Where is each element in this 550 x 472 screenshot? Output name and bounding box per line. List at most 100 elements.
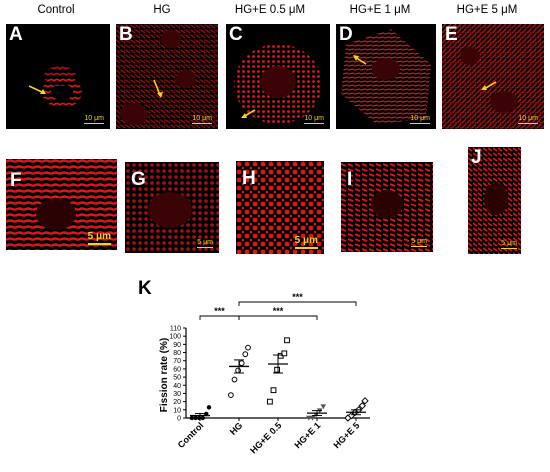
column-header-control: Control xyxy=(37,4,75,16)
mitochondria-image-d xyxy=(341,29,431,124)
scale-bar: 5 μm xyxy=(501,239,517,249)
micrograph-panel-b: B 10 μm xyxy=(116,24,218,129)
data-point xyxy=(200,415,205,421)
data-point xyxy=(361,397,369,405)
data-point xyxy=(309,415,316,421)
data-point xyxy=(284,337,290,344)
y-tick-label: 30 xyxy=(173,391,181,398)
scale-label: 5 μm xyxy=(197,238,213,246)
y-tick-label: 90 xyxy=(173,342,181,349)
panel-letter-a: A xyxy=(9,24,23,45)
data-point xyxy=(231,376,238,383)
x-tick-label: HG xyxy=(228,420,245,437)
significance-bracket xyxy=(238,315,318,320)
data-point xyxy=(193,415,198,421)
mitochondria-image-j xyxy=(468,147,521,254)
arrow-icon xyxy=(241,109,256,118)
data-point xyxy=(277,352,284,359)
y-tick-label: 70 xyxy=(173,358,181,365)
mitochondria-image-f xyxy=(6,159,117,250)
micrograph-panel-f: F 5 μm xyxy=(6,159,117,250)
data-point xyxy=(245,344,251,351)
arrow-icon xyxy=(481,81,497,90)
micrograph-panel-g: G 5 μm xyxy=(125,162,219,253)
micrograph-panel-i: I 5 μm xyxy=(341,162,433,252)
panel-letter-b: B xyxy=(119,24,133,45)
mitochondria-image-b xyxy=(116,24,218,129)
data-point xyxy=(313,412,319,418)
y-tick-label: 40 xyxy=(173,383,181,390)
scale-bar: 10 μm xyxy=(304,114,324,124)
panel-letter-g: G xyxy=(131,169,146,190)
micrograph-panel-a: A 10 μm xyxy=(6,24,110,129)
panel-letter-d: D xyxy=(339,24,353,45)
arrow-icon xyxy=(353,55,367,65)
y-tick-label: 50 xyxy=(173,375,181,382)
data-point xyxy=(196,415,202,421)
data-point xyxy=(351,408,359,416)
y-tick-label: 10 xyxy=(173,407,181,414)
x-tick-label: HG+E 1 xyxy=(293,420,323,450)
y-tick-label: 100 xyxy=(169,334,181,341)
scale-label: 10 μm xyxy=(410,114,430,122)
scale-bar: 10 μm xyxy=(410,114,430,124)
scale-label: 5 μm xyxy=(501,239,517,247)
mitochondria-image-e xyxy=(442,24,544,129)
significance-label: *** xyxy=(273,306,284,316)
scale-bar: 5 μm xyxy=(294,235,318,249)
scale-bar: 5 μm xyxy=(411,238,427,247)
data-point xyxy=(347,411,356,420)
column-header-hg-e-0-5: HG+E 0.5 μM xyxy=(234,4,306,16)
column-header-hg-e-5: HG+E 5 μM xyxy=(456,4,518,16)
mitochondria-image-a xyxy=(42,66,82,108)
y-tick-label: 60 xyxy=(173,366,181,373)
arrow-icon xyxy=(153,79,163,98)
significance-bracket xyxy=(238,301,357,306)
scale-label: 5 μm xyxy=(87,231,111,242)
data-point xyxy=(354,406,363,414)
y-tick-label: 80 xyxy=(173,350,181,357)
data-point xyxy=(204,411,209,417)
scale-label: 10 μm xyxy=(192,114,212,122)
significance-label: *** xyxy=(292,292,303,302)
y-tick-label: 0 xyxy=(177,416,181,423)
data-point xyxy=(274,366,281,373)
panel-letter-i: I xyxy=(347,169,353,190)
panel-letter-f: F xyxy=(10,170,22,191)
x-tick-label: HG+E 0.5 xyxy=(248,420,283,455)
data-point xyxy=(189,415,195,421)
micrograph-panel-j: J 5 μm xyxy=(468,147,521,254)
panel-letter-h: H xyxy=(242,168,256,189)
data-point xyxy=(206,405,212,410)
mitochondria-image-c xyxy=(234,44,322,124)
scale-bar: 10 μm xyxy=(518,114,538,124)
y-axis-label: Fission rate (%) xyxy=(159,338,170,412)
scale-label: 10 μm xyxy=(304,114,324,122)
scale-bar: 5 μm xyxy=(197,238,213,248)
mitochondria-image-h xyxy=(236,161,324,254)
y-tick-label: 110 xyxy=(170,326,181,333)
column-header-hg: HG xyxy=(153,4,171,16)
y-tick-label: 20 xyxy=(173,399,181,406)
scale-label: 10 μm xyxy=(518,114,538,122)
data-point xyxy=(358,402,367,410)
data-point xyxy=(267,398,273,405)
micrograph-panel-h: H 5 μm xyxy=(236,161,324,254)
mitochondria-image-i xyxy=(341,162,433,252)
data-point xyxy=(320,404,327,410)
data-point xyxy=(235,367,242,374)
micrograph-panel-c: C 10 μm xyxy=(226,24,330,129)
panel-letter-e: E xyxy=(445,24,458,45)
micrograph-panel-d: D 10 μm xyxy=(336,24,436,129)
significance-label: *** xyxy=(214,306,225,316)
data-point xyxy=(344,414,352,422)
scale-bar: 5 μm xyxy=(87,231,111,245)
panel-letter-j: J xyxy=(471,147,482,168)
scale-bar: 10 μm xyxy=(192,114,212,124)
data-point xyxy=(316,408,323,414)
scale-label: 10 μm xyxy=(84,114,104,122)
data-point xyxy=(238,360,245,367)
column-header-hg-e-1: HG+E 1 μM xyxy=(349,4,411,16)
panel-letter-c: C xyxy=(229,24,243,45)
scale-label: 5 μm xyxy=(294,235,318,246)
